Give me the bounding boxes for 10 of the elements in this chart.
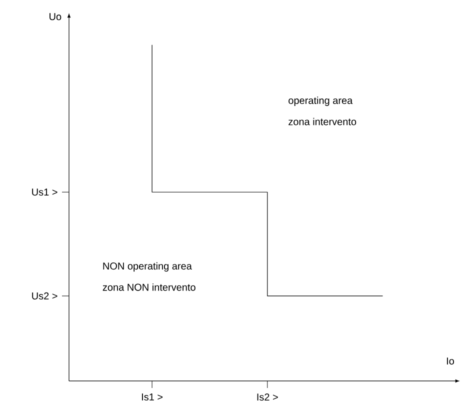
x-tick-label: Is1 >: [142, 394, 163, 400]
annotation: zona intervento: [288, 118, 356, 126]
text: Us1 >: [32, 188, 58, 196]
x-axis-title: Io: [446, 358, 454, 365]
x-tick-label: Is2 >: [257, 394, 278, 401]
annotation: operating area: [288, 96, 353, 106]
annotation: NON operating area: [103, 262, 192, 272]
annotation: zona NON intervento: [102, 283, 196, 291]
y-axis-title: Uo: [50, 13, 62, 20]
text: Us2 >: [32, 292, 58, 300]
